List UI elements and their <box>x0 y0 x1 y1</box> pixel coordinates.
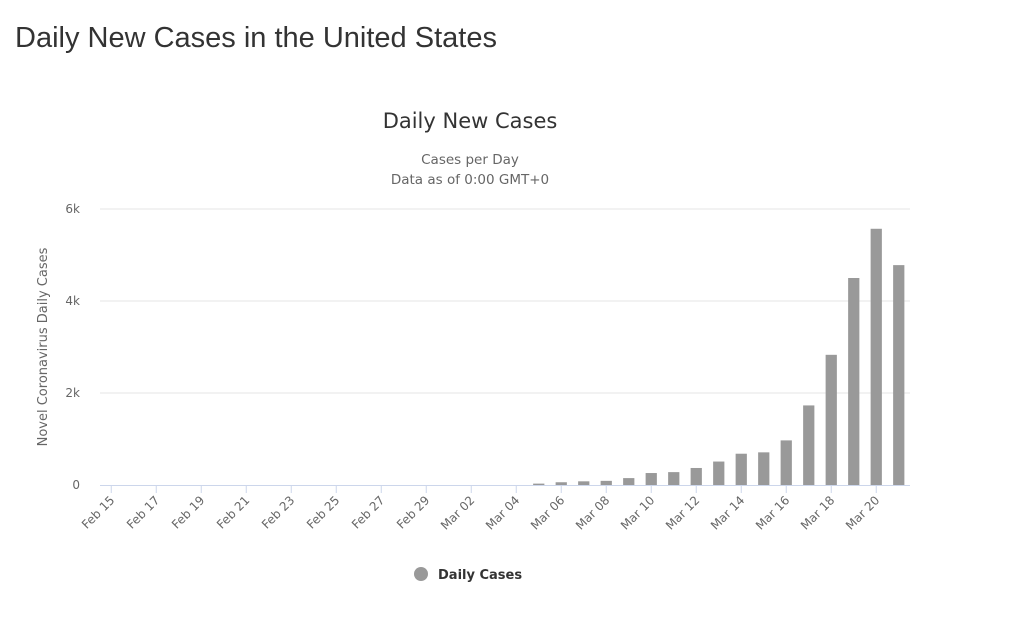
x-tick-label: Mar 14 <box>708 493 747 532</box>
chart-subtitle-line-1: Cases per Day <box>421 152 519 168</box>
bar[interactable] <box>848 278 860 485</box>
bar[interactable] <box>758 452 770 485</box>
chart-subtitle-line-2: Data as of 0:00 GMT+0 <box>391 172 549 188</box>
x-axis: Feb 15 Feb 17 Feb 19 Feb 21 Feb 23 Feb 25 Feb … <box>79 485 910 533</box>
x-tick-label: Mar 20 <box>843 493 882 532</box>
gridlines <box>100 208 910 394</box>
y-tick-label: 4k <box>65 294 80 308</box>
bar[interactable] <box>713 461 725 485</box>
bar[interactable] <box>690 467 702 485</box>
bar[interactable] <box>735 453 747 485</box>
page-heading: Daily New Cases in the United States <box>15 22 497 54</box>
x-tick-label: Feb 29 <box>394 493 432 531</box>
bar[interactable] <box>668 472 680 485</box>
x-tick-label: Mar 02 <box>438 493 477 532</box>
legend-label[interactable]: Daily Cases <box>438 568 522 583</box>
chart-title: Daily New Cases <box>383 109 558 133</box>
x-tick-label: Feb 27 <box>349 493 387 531</box>
legend-marker-icon <box>414 567 428 581</box>
x-tick-label: Mar 16 <box>753 493 792 532</box>
x-tick-label: Mar 06 <box>528 493 567 532</box>
bar[interactable] <box>645 473 657 485</box>
bar[interactable] <box>803 405 815 485</box>
y-axis: 0 2k 4k 6k <box>65 202 80 492</box>
bar[interactable] <box>555 482 567 485</box>
x-tick-label: Feb 17 <box>124 493 162 531</box>
x-tick-label: Mar 18 <box>798 493 837 532</box>
x-tick-label: Feb 23 <box>259 493 297 531</box>
bar[interactable] <box>578 481 590 485</box>
y-axis-label: Novel Coronavirus Daily Cases <box>36 247 51 446</box>
y-tick-label: 2k <box>65 386 80 400</box>
x-tick-label: Mar 12 <box>663 493 702 532</box>
x-tick-label: Feb 19 <box>169 493 207 531</box>
bar-series[interactable] <box>533 228 905 485</box>
x-tick-label: Mar 04 <box>483 493 522 532</box>
bar[interactable] <box>623 478 635 485</box>
bar[interactable] <box>780 440 792 485</box>
legend[interactable]: Daily Cases <box>414 567 522 583</box>
bar[interactable] <box>870 228 882 485</box>
bar[interactable] <box>600 480 612 485</box>
bar[interactable] <box>533 483 545 485</box>
bar[interactable] <box>825 354 837 485</box>
x-tick-label: Feb 25 <box>304 493 342 531</box>
x-tick-label: Feb 21 <box>214 493 252 531</box>
y-tick-label: 0 <box>72 478 80 492</box>
bar[interactable] <box>893 265 905 485</box>
y-tick-label: 6k <box>65 202 80 216</box>
x-tick-label: Mar 10 <box>618 493 657 532</box>
x-tick-label: Feb 15 <box>79 493 117 531</box>
x-tick-label: Mar 08 <box>573 493 612 532</box>
